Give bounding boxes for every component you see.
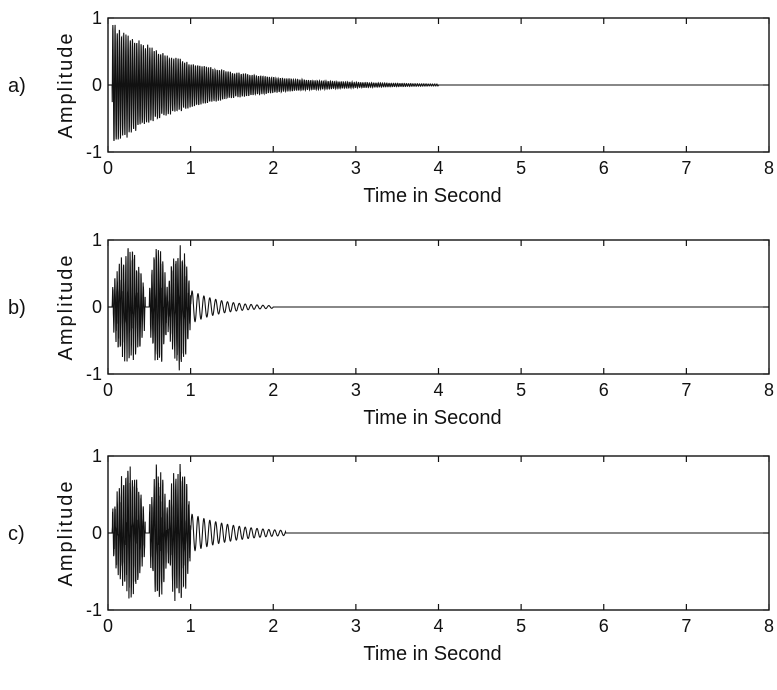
y-tick-label: 1 — [92, 8, 102, 28]
x-tick-label: 5 — [516, 616, 526, 636]
x-tick-label: 6 — [599, 380, 609, 400]
x-tick-label: 3 — [351, 158, 361, 178]
x-tick-label: 0 — [103, 158, 113, 178]
x-tick-label: 2 — [268, 616, 278, 636]
x-tick-label: 6 — [599, 158, 609, 178]
panel-label: a) — [8, 75, 26, 97]
x-axis-label: Time in Second — [363, 643, 501, 665]
x-tick-label: 8 — [764, 380, 774, 400]
y-tick-label: 0 — [92, 75, 102, 95]
x-tick-label: 0 — [103, 380, 113, 400]
x-tick-label: 8 — [764, 158, 774, 178]
x-tick-label: 4 — [433, 616, 443, 636]
x-tick-label: 7 — [681, 616, 691, 636]
x-tick-label: 5 — [516, 380, 526, 400]
x-axis-label: Time in Second — [363, 407, 501, 429]
y-tick-label: -1 — [86, 142, 102, 162]
y-tick-label: 1 — [92, 230, 102, 250]
x-tick-label: 2 — [268, 380, 278, 400]
x-tick-label: 5 — [516, 158, 526, 178]
x-tick-label: 1 — [186, 158, 196, 178]
x-tick-label: 7 — [681, 380, 691, 400]
x-axis-label: Time in Second — [363, 185, 501, 207]
panel-label: c) — [8, 523, 25, 545]
signal-trace — [108, 24, 769, 142]
x-tick-label: 4 — [433, 380, 443, 400]
y-axis-label: Amplitude — [55, 480, 77, 587]
panel-label: b) — [8, 297, 26, 319]
y-tick-label: 0 — [92, 297, 102, 317]
y-axis-label: Amplitude — [55, 32, 77, 139]
y-tick-label: -1 — [86, 600, 102, 620]
x-tick-label: 2 — [268, 158, 278, 178]
x-tick-label: 4 — [433, 158, 443, 178]
x-tick-label: 3 — [351, 616, 361, 636]
x-tick-label: 6 — [599, 616, 609, 636]
x-tick-label: 8 — [764, 616, 774, 636]
x-tick-label: 7 — [681, 158, 691, 178]
y-tick-label: 1 — [92, 446, 102, 466]
x-tick-label: 3 — [351, 380, 361, 400]
x-tick-label: 1 — [186, 380, 196, 400]
signal-trace — [108, 463, 769, 601]
signal-trace — [108, 245, 769, 371]
y-axis-label: Amplitude — [55, 254, 77, 361]
y-tick-label: -1 — [86, 364, 102, 384]
x-tick-label: 1 — [186, 616, 196, 636]
x-tick-label: 0 — [103, 616, 113, 636]
y-tick-label: 0 — [92, 523, 102, 543]
